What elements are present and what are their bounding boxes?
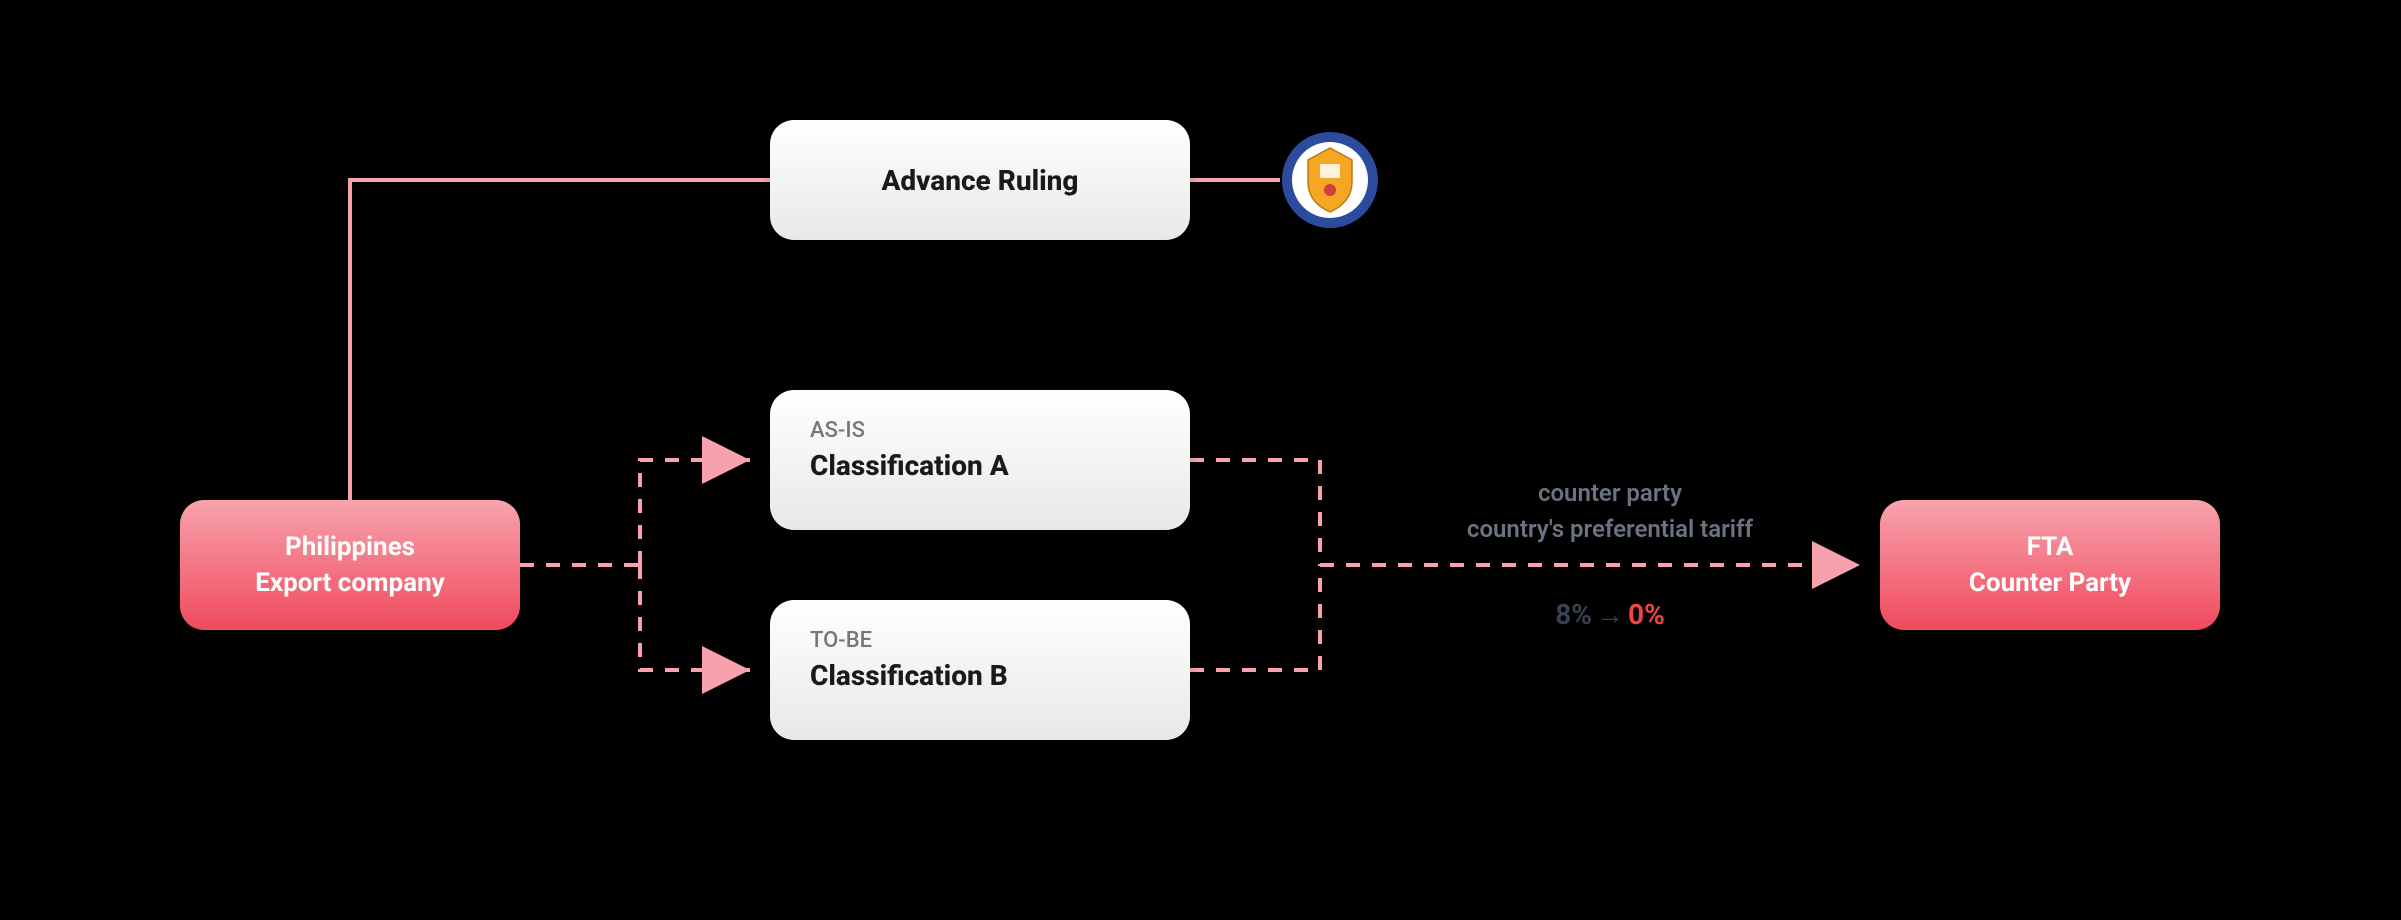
node-classification-b-sub: TO-BE — [810, 628, 1150, 653]
seal-icon — [1280, 130, 1380, 230]
tariff-label-line1: counter party — [1400, 475, 1820, 511]
tariff-label-line2: country's preferential tariff — [1400, 511, 1820, 547]
node-export-company-line1: Philippines — [285, 529, 415, 565]
node-fta-line1: FTA — [2027, 529, 2074, 565]
flowchart-connectors — [0, 0, 2401, 920]
tariff-change-from: 8% — [1555, 598, 1592, 631]
node-fta-counter-party: FTA Counter Party — [1880, 500, 2220, 630]
node-classification-a-main: Classification A — [810, 449, 1150, 482]
node-classification-b: TO-BE Classification B — [770, 600, 1190, 740]
edge-class-a-merge — [1190, 460, 1320, 565]
tariff-label: counter party country's preferential tar… — [1400, 475, 1820, 547]
node-fta-line2: Counter Party — [1969, 565, 2131, 601]
edge-branch-to-class-b — [640, 565, 750, 670]
edge-class-b-merge — [1190, 565, 1320, 670]
node-export-company: Philippines Export company — [180, 500, 520, 630]
node-export-company-line2: Export company — [255, 565, 445, 601]
edge-export-to-advance — [350, 180, 770, 500]
node-advance-ruling: Advance Ruling — [770, 120, 1190, 240]
tariff-change-arrow: → — [1596, 598, 1624, 631]
edge-branch-to-class-a — [640, 460, 750, 565]
tariff-change-to: 0% — [1628, 598, 1665, 631]
node-advance-ruling-label: Advance Ruling — [882, 164, 1079, 197]
node-classification-a-sub: AS-IS — [810, 418, 1150, 443]
node-classification-a: AS-IS Classification A — [770, 390, 1190, 530]
tariff-change: 8%→0% — [1400, 598, 1820, 631]
node-classification-b-main: Classification B — [810, 659, 1150, 692]
